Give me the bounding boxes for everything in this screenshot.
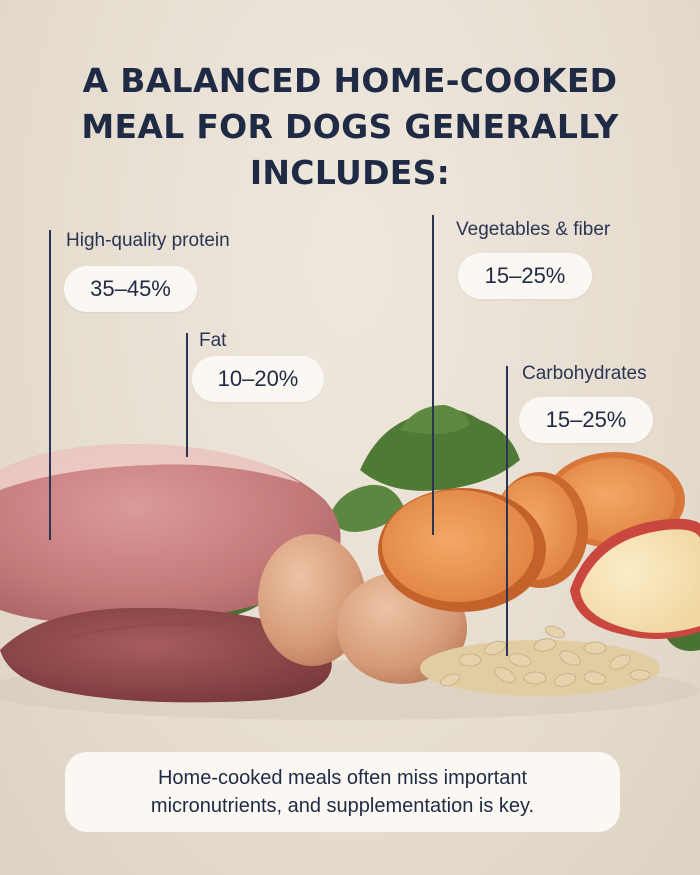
protein-leader-line [49, 230, 51, 540]
oats-pile [420, 625, 660, 696]
food-illustration [0, 405, 700, 720]
fat-label: Fat [199, 330, 227, 351]
title-line-3: INCLUDES: [249, 153, 451, 192]
supplementation-note: Home-cooked meals often miss important m… [65, 752, 620, 832]
title-line-2: MEAL FOR DOGS GENERALLY [81, 107, 619, 146]
page-title: A BALANCED HOME-COOKED MEAL FOR DOGS GEN… [40, 58, 660, 196]
vegetables-percentage-badge: 15–25% [458, 253, 592, 299]
protein-percentage-badge: 35–45% [64, 266, 197, 312]
carbs-percentage-badge: 15–25% [519, 397, 653, 443]
carbs-label: Carbohydrates [522, 363, 647, 384]
vegetables-label: Vegetables & fiber [456, 219, 611, 240]
note-line-1: Home-cooked meals often miss important [157, 767, 528, 789]
pork-loin [0, 444, 341, 624]
kale-leaves [190, 405, 700, 651]
protein-label: High-quality protein [66, 230, 230, 251]
vegetables-leader-line [432, 215, 434, 535]
fat-percentage-badge: 10–20% [192, 356, 324, 402]
pork-fat-cap [0, 444, 300, 490]
carbs-leader-line [506, 366, 508, 656]
fat-leader-line [186, 333, 188, 457]
liver [0, 607, 332, 703]
note-line-2: micronutrients, and supplementation is k… [150, 795, 535, 817]
title-line-1: A BALANCED HOME-COOKED [82, 61, 618, 100]
